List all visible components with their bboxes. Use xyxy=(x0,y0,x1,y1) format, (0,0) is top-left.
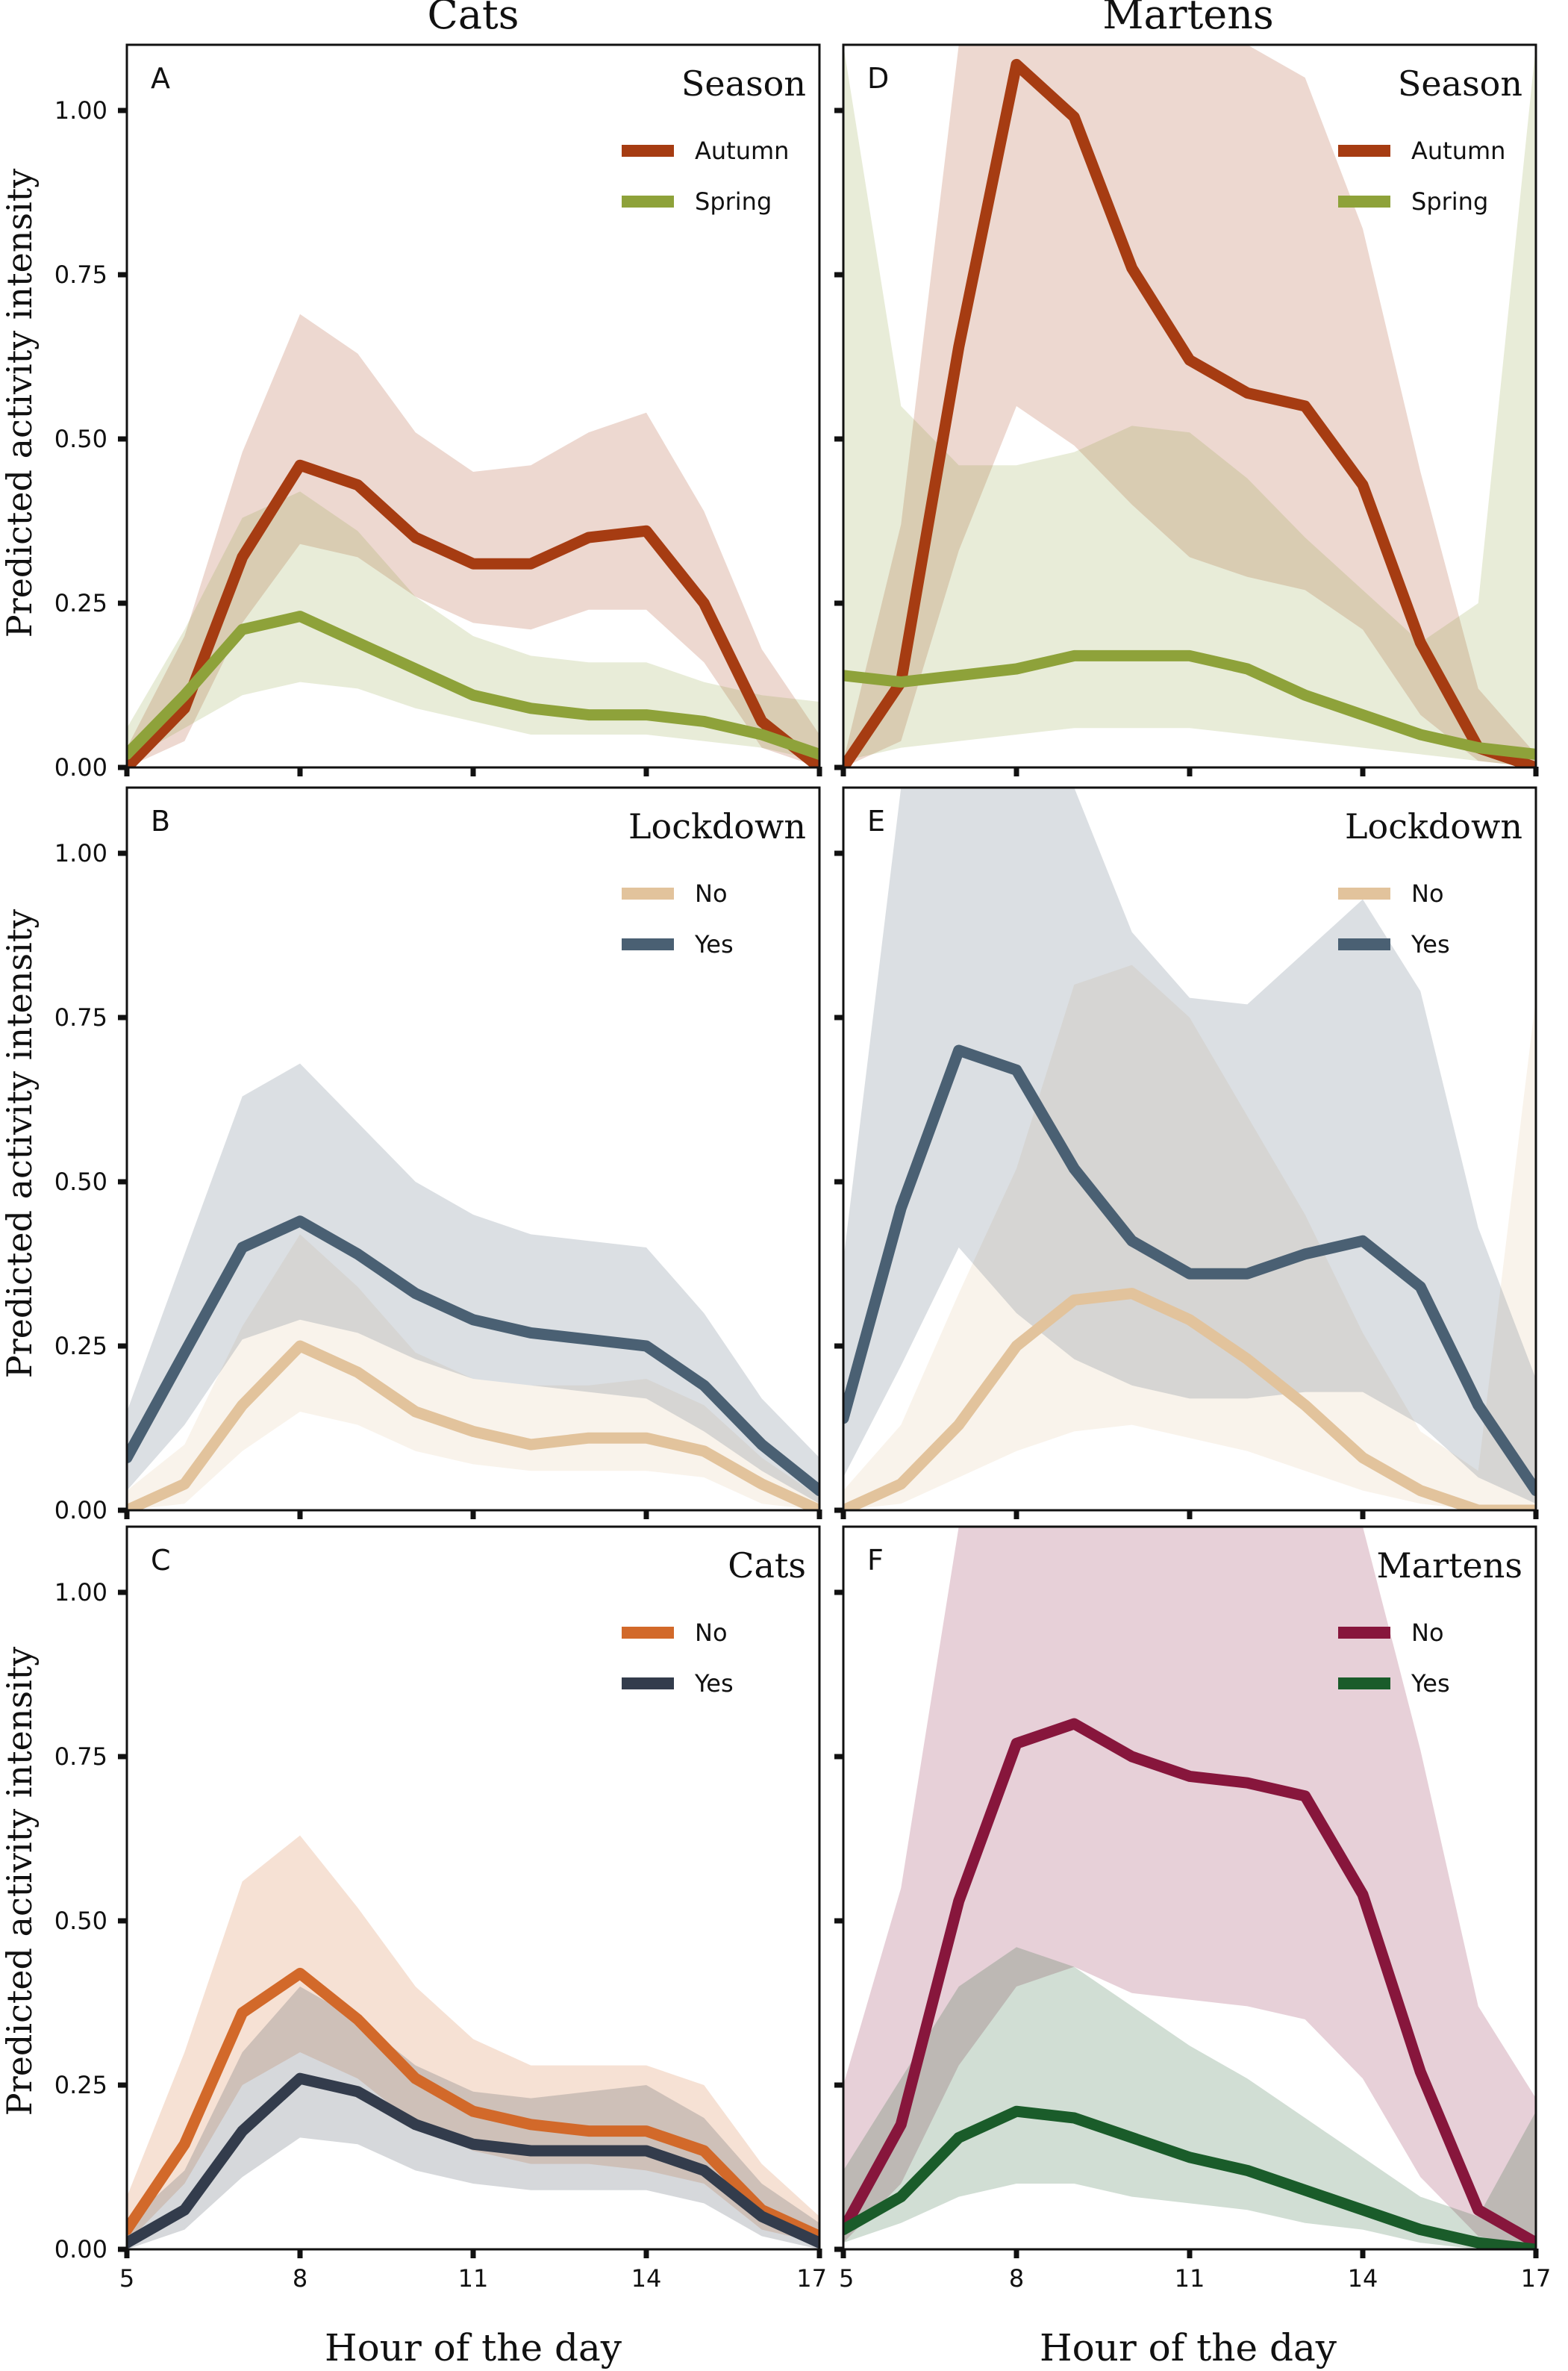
panel-c: 0.00 0.25 0.50 0.75 1.00 5 8 11 14 17 C Cats No Yes xyxy=(54,1525,827,2293)
x-tick-label-f-2: 11 xyxy=(1175,2264,1205,2293)
series-line-c-no xyxy=(127,1967,819,2242)
panel-letter-b: B xyxy=(151,805,170,838)
panel-b: 0.00 0.25 0.50 0.75 1.00 B Lockdown No Yes xyxy=(54,786,822,1524)
x-tick-label-c-1: 8 xyxy=(293,2264,307,2293)
y-tick-label-a-2: 0.50 xyxy=(54,425,107,453)
y-axis-label-row-2: Predicted activity intensity xyxy=(0,909,40,1379)
legend-title-e: Lockdown xyxy=(1345,806,1522,847)
legend-title-c: Cats xyxy=(728,1545,806,1586)
ribbon-f-no xyxy=(843,1527,1536,2249)
series-line-b-no xyxy=(127,1340,819,1510)
legend-title-d: Season xyxy=(1398,63,1522,104)
y-tick-label-c-3: 0.75 xyxy=(54,1742,107,1771)
y-tick-label-c-2: 0.50 xyxy=(54,1907,107,1935)
legend-label-e-no: No xyxy=(1411,879,1444,908)
series-line-c-yes xyxy=(127,2072,819,2249)
y-tick-label-b-0: 0.00 xyxy=(54,1496,107,1524)
y-tick-label-b-2: 0.50 xyxy=(54,1168,107,1196)
series-line-b-yes xyxy=(127,1215,819,1497)
y-tick-label-b-3: 0.75 xyxy=(54,1003,107,1032)
legend-title-b: Lockdown xyxy=(628,806,806,847)
ribbon-f-yes xyxy=(843,1947,1536,2249)
plot-area-c xyxy=(127,1835,819,2249)
ribbon-a-spring xyxy=(127,491,819,761)
y-tick-label-c-1: 0.25 xyxy=(54,2071,107,2099)
y-tick-label-c-4: 1.00 xyxy=(54,1578,107,1607)
y-axis-label-row-3: Predicted activity intensity xyxy=(0,1647,40,2116)
legend-label-d-spring: Spring xyxy=(1411,187,1488,216)
x-tick-label-f-1: 8 xyxy=(1009,2264,1024,2293)
y-axis-label-row-1: Predicted activity intensity xyxy=(0,169,40,638)
legend-label-f-no: No xyxy=(1411,1618,1444,1647)
legend-label-a-autumn: Autumn xyxy=(695,137,789,165)
series-line-d-spring xyxy=(843,649,1536,760)
panel-e: E Lockdown No Yes xyxy=(834,786,1539,1519)
series-line-f-no xyxy=(843,1718,1536,2249)
y-tick-label-a-0: 0.00 xyxy=(54,753,107,782)
legend-label-f-yes: Yes xyxy=(1411,1669,1450,1698)
x-tick-label-c-4: 17 xyxy=(796,2264,827,2293)
legend-title-a: Season xyxy=(681,63,806,104)
panel-letter-e: E xyxy=(867,805,885,838)
x-tick-label-c-2: 11 xyxy=(458,2264,489,2293)
chart-panels: 0.000.250.500.751.00A SeasonAutumnSpring0… xyxy=(54,43,1552,2293)
x-tick-label-f-0: 5 xyxy=(839,2264,854,2293)
plot-area-e xyxy=(843,788,1536,1510)
panel-f: 5 8 11 14 17 F Martens No Yes xyxy=(834,1525,1552,2293)
panel-a: 0.00 0.25 0.50 0.75 1.00 A Season Autumn Spring xyxy=(54,43,822,782)
legend-title-f: Martens xyxy=(1377,1545,1522,1586)
column-title-martens: Martens xyxy=(1102,0,1273,38)
ribbon-e-yes xyxy=(843,788,1536,1504)
y-tick-label-a-1: 0.25 xyxy=(54,589,107,617)
legend-label-b-yes: Yes xyxy=(694,930,734,959)
y-tick-label-a-4: 1.00 xyxy=(54,96,107,125)
x-axis-label-left: Hour of the day xyxy=(325,2326,622,2370)
x-axis-label-right: Hour of the day xyxy=(1040,2326,1337,2370)
ribbon-b-yes xyxy=(127,1063,819,1504)
legend-label-c-no: No xyxy=(695,1618,728,1647)
x-tick-label-f-3: 14 xyxy=(1348,2264,1378,2293)
legend-label-b-no: No xyxy=(695,879,728,908)
plot-area-b xyxy=(127,1063,819,1510)
plot-area-a xyxy=(127,314,819,767)
y-tick-label-b-1: 0.25 xyxy=(54,1332,107,1360)
ribbon-e-no xyxy=(843,965,1536,1510)
ribbon-c-no xyxy=(127,1835,819,2243)
series-line-d-autumn xyxy=(843,58,1536,767)
column-title-cats: Cats xyxy=(428,0,519,38)
legend-label-c-yes: Yes xyxy=(694,1669,734,1698)
legend-label-e-yes: Yes xyxy=(1411,930,1450,959)
series-line-a-autumn xyxy=(127,459,819,767)
panel-letter-c: C xyxy=(151,1544,171,1577)
series-line-e-no xyxy=(843,1288,1536,1510)
legend-label-a-spring: Spring xyxy=(695,187,772,216)
x-tick-label-f-4: 17 xyxy=(1521,2264,1552,2293)
panel-d: D Season Autumn Spring xyxy=(834,43,1539,776)
ribbon-c-yes xyxy=(127,1987,819,2249)
ribbon-d-autumn xyxy=(843,45,1536,767)
legend-label-d-autumn: Autumn xyxy=(1411,137,1505,165)
x-tick-label-c-3: 14 xyxy=(631,2264,662,2293)
panel-letter-d: D xyxy=(867,62,889,95)
ribbon-a-autumn xyxy=(127,314,819,767)
panel-letter-f: F xyxy=(867,1544,884,1577)
x-tick-label-c-0: 5 xyxy=(119,2264,134,2293)
ribbon-d-spring xyxy=(843,45,1536,767)
series-line-e-yes xyxy=(843,1044,1536,1497)
y-tick-label-c-0: 0.00 xyxy=(54,2235,107,2263)
series-line-f-yes xyxy=(843,2105,1536,2249)
plot-area-f xyxy=(843,1527,1536,2249)
panel-letter-a: A xyxy=(151,62,170,95)
y-tick-label-a-3: 0.75 xyxy=(54,261,107,289)
plot-area-d xyxy=(843,45,1536,767)
y-tick-label-b-4: 1.00 xyxy=(54,839,107,867)
series-line-a-spring xyxy=(127,611,819,760)
